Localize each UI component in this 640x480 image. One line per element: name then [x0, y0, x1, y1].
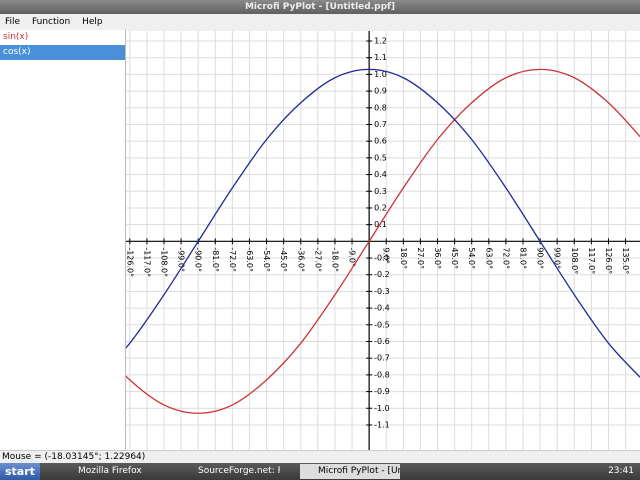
x-tick-label: -108.0°: [159, 247, 168, 277]
menu-function[interactable]: Function: [31, 17, 71, 27]
x-tick-label: 9.0°: [382, 247, 391, 264]
y-tick-label: -0.7: [374, 354, 390, 363]
x-tick-label: 27.0°: [416, 247, 425, 269]
plot-background: [126, 31, 640, 450]
y-tick-label: 0.3: [374, 187, 387, 196]
menu-file[interactable]: File: [5, 17, 21, 27]
x-tick-label: 18.0°: [399, 247, 408, 269]
y-tick-label: 0.6: [374, 137, 387, 146]
x-tick-label: -99.0°: [177, 247, 186, 272]
window-title: Microfi PyPlot - [Untitled.ppf]: [0, 0, 640, 14]
y-tick-label: 0.9: [374, 87, 387, 96]
task-button[interactable]: Microfi PyPlot - [Untitl...: [300, 464, 400, 479]
x-tick-label: 135.0°: [621, 247, 630, 274]
x-tick-label: -126.0°: [126, 247, 134, 277]
function-item[interactable]: cos(x): [0, 45, 125, 60]
clock: 23:41: [608, 466, 634, 476]
x-tick-label: -36.0°: [296, 247, 305, 272]
y-tick-label: -0.2: [374, 270, 390, 279]
x-tick-label: 99.0°: [553, 247, 562, 269]
x-tick-label: -45.0°: [279, 247, 288, 272]
y-tick-label: -0.3: [374, 287, 390, 296]
start-button[interactable]: start: [0, 463, 40, 480]
x-tick-label: 45.0°: [450, 247, 459, 269]
y-tick-label: 0.5: [374, 153, 387, 162]
y-tick-label: -1.1: [374, 420, 390, 429]
y-tick-label: 0.4: [374, 170, 387, 179]
y-tick-label: 1.1: [374, 53, 387, 62]
y-tick-label: -1.0: [374, 404, 390, 413]
x-tick-label: -9.0°: [348, 247, 357, 267]
y-tick-label: 0.1: [374, 220, 387, 229]
task-button[interactable]: SourceForge.net: Per...: [198, 466, 280, 476]
x-tick-label: 90.0°: [536, 247, 545, 269]
x-tick-label: 36.0°: [433, 247, 442, 269]
curve: [126, 68, 640, 379]
x-tick-label: 117.0°: [587, 247, 596, 274]
y-tick-label: 1.2: [374, 37, 387, 46]
x-tick-label: -54.0°: [262, 247, 271, 272]
x-tick-label: 63.0°: [484, 247, 493, 269]
y-tick-label: -0.6: [374, 337, 390, 346]
plot: -126.0° -117.0° -108.0° -99.0° -90.0° -81.0° -…: [126, 31, 640, 450]
x-tick-label: 81.0°: [518, 247, 527, 269]
status-bar: Mouse = (-18.03145°; 1.22964): [0, 450, 640, 463]
y-tick-label: -0.5: [374, 320, 390, 329]
y-tick-label: -0.9: [374, 387, 390, 396]
y-tick-label: 0.2: [374, 203, 387, 212]
taskbar: start 23:41 Mozilla Firefox SourceForge.n…: [0, 463, 640, 480]
x-tick-label: -27.0°: [313, 247, 322, 272]
curves: [126, 68, 640, 414]
y-tick-label: -0.4: [374, 304, 390, 313]
curve: [126, 68, 640, 414]
menu-help[interactable]: Help: [82, 17, 103, 27]
task-button[interactable]: Mozilla Firefox: [78, 466, 142, 476]
x-tick-label: 72.0°: [501, 247, 510, 269]
y-tick-label: 1.0: [374, 70, 387, 79]
y-tick-label: 0.8: [374, 103, 387, 112]
function-list: sin(x) cos(x): [0, 30, 126, 450]
x-tick-label: -72.0°: [228, 247, 237, 272]
y-tick-label: -0.8: [374, 370, 390, 379]
x-tick-label: -81.0°: [211, 247, 220, 272]
x-tick-label: 54.0°: [467, 247, 476, 269]
function-item[interactable]: sin(x): [3, 32, 29, 42]
x-tick-label: 108.0°: [570, 247, 579, 274]
x-tick-label: -90.0°: [194, 247, 203, 272]
x-tick-label: -18.0°: [330, 247, 339, 272]
menu-bar: File Function Help: [0, 14, 640, 30]
x-tick-label: -117.0°: [142, 247, 151, 277]
x-tick-label: 126.0°: [604, 247, 613, 274]
y-tick-label: -0.1: [374, 254, 390, 263]
y-tick-label: 0.7: [374, 120, 387, 129]
x-tick-label: -63.0°: [245, 247, 254, 272]
